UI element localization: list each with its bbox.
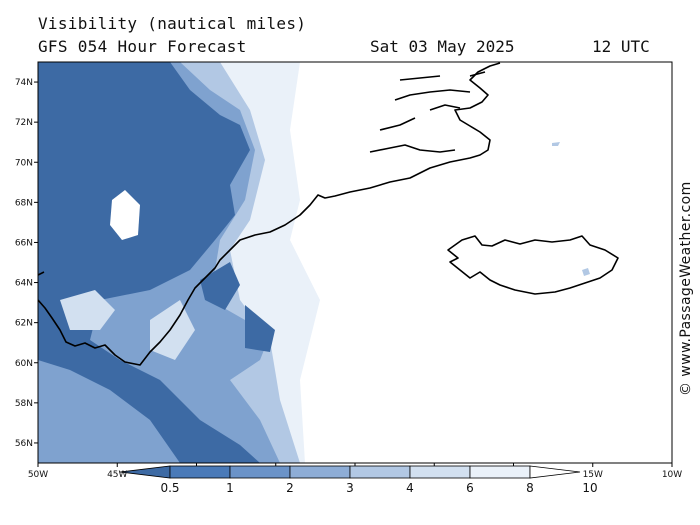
visibility-field	[38, 62, 320, 463]
lon-tick-label: 10W	[662, 470, 682, 480]
lat-tick-label: 68N	[15, 198, 33, 208]
snow-patch	[582, 268, 590, 276]
lat-tick-label: 64N	[15, 279, 33, 289]
lon-tick-label: 50W	[28, 470, 48, 480]
forecast-label: GFS 054 Hour Forecast	[38, 37, 247, 56]
colorbar-min-arrow	[119, 465, 171, 479]
colorbar-label: 6	[466, 481, 474, 495]
latitude-axis: 56N 58N 60N 62N 64N 66N 68N 70N 72N 74N	[15, 78, 38, 449]
visibility-clear-pocket	[150, 300, 195, 360]
lon-tick-label: 15W	[583, 470, 603, 480]
lat-tick-label: 62N	[15, 319, 33, 329]
lat-tick-label: 58N	[15, 399, 33, 409]
map-title: Visibility (nautical miles)	[38, 14, 307, 33]
lat-tick-label: 72N	[15, 118, 33, 128]
visibility-band-low	[245, 305, 275, 352]
snow-patch	[552, 142, 560, 146]
colorbar-max-arrow	[529, 465, 581, 479]
colorbar-segment	[229, 465, 291, 479]
visibility-colorbar: 0.5 1 2 3 4 6 8 10	[119, 465, 598, 495]
forecast-date: Sat 03 May 2025	[370, 37, 515, 56]
colorbar-segment	[349, 465, 411, 479]
visibility-band-low	[38, 62, 260, 463]
colorbar-segment	[169, 465, 231, 479]
greenland-coastline	[38, 62, 501, 366]
forecast-time: 12 UTC	[592, 37, 650, 56]
colorbar-label: 1	[226, 481, 234, 495]
visibility-clear-pocket	[110, 190, 140, 240]
lat-tick-label: 70N	[15, 158, 33, 168]
lat-tick-label: 60N	[15, 359, 33, 369]
colorbar-segment	[469, 465, 531, 479]
colorbar-segment	[289, 465, 351, 479]
colorbar-label: 10	[582, 481, 597, 495]
iceland-coastline	[447, 235, 619, 295]
colorbar-label: 2	[286, 481, 294, 495]
lat-tick-label: 74N	[15, 78, 33, 88]
colorbar-label: 3	[346, 481, 354, 495]
colorbar-label: 8	[526, 481, 534, 495]
colorbar-segment	[409, 465, 471, 479]
lon-tick-label: 45W	[107, 470, 127, 480]
lat-tick-label: 56N	[15, 439, 33, 449]
colorbar-label: 4	[406, 481, 414, 495]
visibility-clear-pocket	[60, 290, 115, 330]
lat-tick-label: 66N	[15, 238, 33, 248]
colorbar-label: 0.5	[160, 481, 179, 495]
